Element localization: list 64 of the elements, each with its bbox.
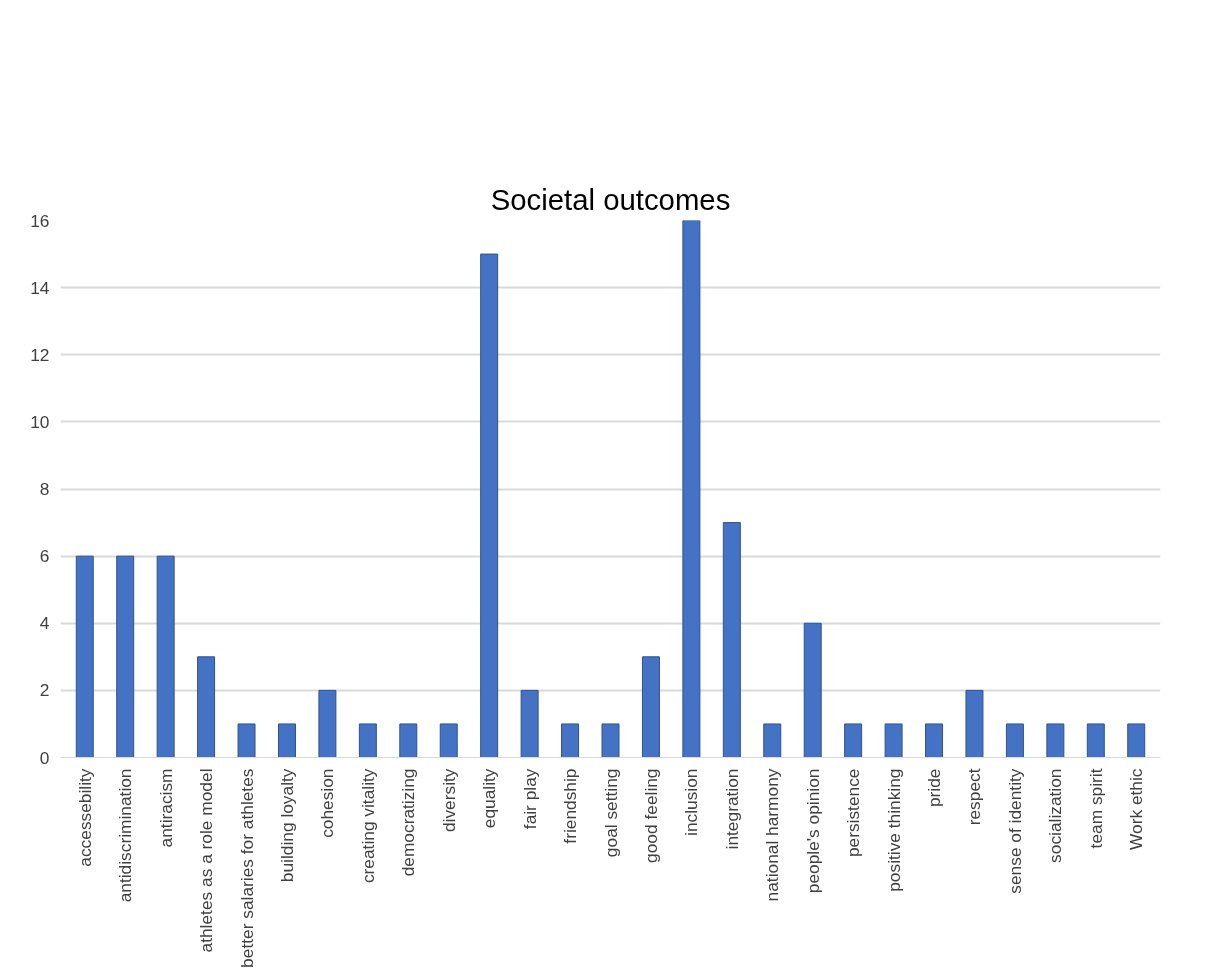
bar	[116, 555, 135, 758]
bar	[561, 723, 580, 758]
bar	[237, 723, 256, 758]
x-tick-label: antidiscrimination	[115, 768, 136, 903]
x-tick-label: sense of identity	[1004, 768, 1025, 894]
bar	[156, 555, 175, 758]
bar	[682, 220, 701, 758]
y-tick-label: 4	[39, 613, 50, 634]
x-tick-label: inclusion	[681, 768, 702, 836]
bar	[318, 689, 337, 758]
x-tick-label: persistence	[843, 768, 864, 858]
x-tick-label: Work ethic	[1126, 768, 1147, 851]
y-tick-label: 6	[39, 546, 50, 567]
bar	[277, 723, 296, 758]
y-tick-label: 12	[30, 344, 50, 365]
x-tick-label: pride	[924, 768, 945, 808]
bar	[1046, 723, 1065, 758]
x-tick-label: national harmony	[762, 768, 783, 902]
x-tick-label: socialization	[1045, 768, 1066, 863]
bar	[75, 555, 94, 758]
x-tick-label: friendship	[560, 768, 581, 844]
y-tick-label: 10	[30, 411, 50, 432]
bar	[1005, 723, 1024, 758]
bar	[722, 522, 741, 758]
bar	[803, 622, 822, 758]
x-tick-label: goal setting	[600, 768, 621, 858]
bar	[641, 656, 660, 758]
x-tick-label: people's opinion	[802, 768, 823, 894]
x-tick-label: building loyalty	[276, 768, 297, 883]
bar	[1127, 723, 1146, 758]
x-tick-label: athletes as a role model	[196, 768, 217, 953]
bar	[358, 723, 377, 758]
x-tick-label: equality	[479, 768, 500, 829]
x-tick-label: antiracism	[155, 768, 176, 848]
y-tick-label: 14	[30, 277, 50, 298]
bar	[965, 689, 984, 758]
chart-title: Societal outcomes	[490, 182, 731, 216]
y-tick-label: 2	[39, 680, 50, 701]
y-tick-label: 8	[39, 479, 50, 499]
x-tick-label: democratizing	[398, 768, 419, 877]
x-tick-label: integration	[721, 768, 742, 850]
x-tick-label: accessebility	[74, 768, 95, 867]
bar	[763, 723, 782, 758]
bar	[844, 723, 863, 758]
x-tick-label: diversity	[438, 768, 459, 833]
bar	[399, 723, 418, 758]
bar	[197, 656, 216, 758]
x-tick-label: respect	[964, 768, 985, 826]
bar	[884, 723, 903, 758]
y-tick-label: 16	[30, 210, 50, 231]
x-tick-label: positive thinking	[883, 768, 904, 892]
bar	[520, 689, 539, 758]
bar	[601, 723, 620, 758]
x-tick-label: cohesion	[317, 768, 338, 838]
bar	[925, 723, 944, 758]
bar	[1086, 723, 1105, 758]
bar	[480, 253, 499, 758]
x-tick-label: fair play	[519, 768, 540, 830]
x-tick-label: better salaries for athletes	[236, 768, 257, 968]
x-tick-label: creating vitality	[357, 768, 378, 884]
bar	[439, 723, 458, 758]
x-tick-label: good feeling	[640, 768, 661, 863]
y-tick-label: 0	[39, 747, 50, 768]
x-tick-label: team spirit	[1085, 768, 1106, 849]
